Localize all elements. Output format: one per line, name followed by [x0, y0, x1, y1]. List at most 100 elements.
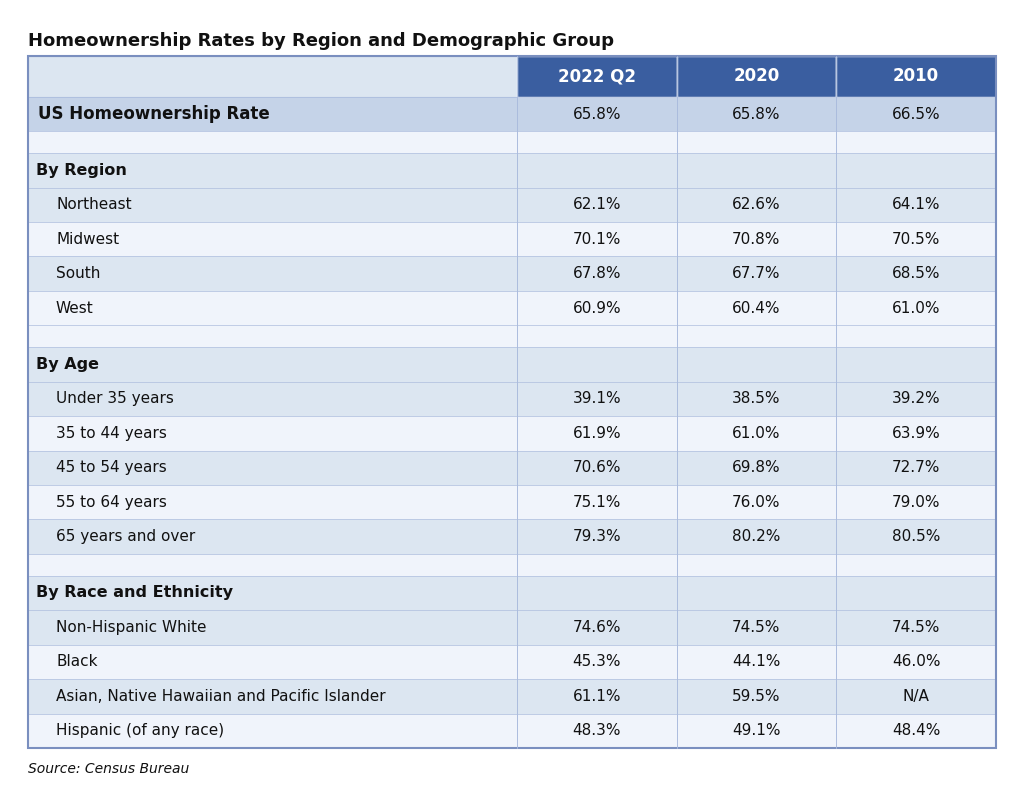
Text: South: South	[56, 266, 100, 281]
Text: 2010: 2010	[893, 68, 939, 86]
Bar	[28, 56, 517, 97]
Text: 39.2%: 39.2%	[892, 391, 940, 406]
Bar	[837, 610, 996, 645]
Bar	[837, 291, 996, 325]
Text: 35 to 44 years: 35 to 44 years	[56, 426, 167, 441]
Text: 2020: 2020	[733, 68, 779, 86]
Bar	[517, 56, 677, 97]
Text: By Age: By Age	[36, 357, 99, 372]
Text: 60.9%: 60.9%	[572, 301, 621, 316]
Text: 74.5%: 74.5%	[732, 620, 780, 635]
Text: 70.6%: 70.6%	[572, 461, 621, 476]
Bar	[28, 347, 517, 381]
Bar	[677, 97, 837, 131]
Bar	[517, 450, 677, 485]
Bar	[677, 679, 837, 714]
Bar	[517, 554, 677, 575]
Text: Under 35 years: Under 35 years	[56, 391, 174, 406]
Bar	[837, 416, 996, 450]
Text: 67.7%: 67.7%	[732, 266, 780, 281]
Text: 61.0%: 61.0%	[732, 426, 780, 441]
Bar	[517, 97, 677, 131]
Text: 70.5%: 70.5%	[892, 232, 940, 247]
Text: Black: Black	[56, 654, 97, 669]
Bar	[517, 153, 677, 188]
Text: 39.1%: 39.1%	[572, 391, 621, 406]
Bar	[28, 256, 517, 291]
Bar	[517, 222, 677, 256]
Bar	[28, 56, 996, 748]
Text: 80.5%: 80.5%	[892, 529, 940, 544]
Text: 75.1%: 75.1%	[572, 494, 621, 510]
Text: 74.6%: 74.6%	[572, 620, 621, 635]
Bar	[517, 381, 677, 416]
Bar	[837, 450, 996, 485]
Text: 80.2%: 80.2%	[732, 529, 780, 544]
Bar	[677, 153, 837, 188]
Bar	[28, 131, 517, 153]
Bar	[677, 520, 837, 554]
Bar	[677, 131, 837, 153]
Bar	[28, 679, 517, 714]
Text: 61.9%: 61.9%	[572, 426, 621, 441]
Text: 48.3%: 48.3%	[572, 723, 621, 738]
Text: 38.5%: 38.5%	[732, 391, 780, 406]
Bar	[837, 679, 996, 714]
Bar	[517, 416, 677, 450]
Text: 79.3%: 79.3%	[572, 529, 621, 544]
Bar	[517, 645, 677, 679]
Bar	[517, 188, 677, 222]
Text: 69.8%: 69.8%	[732, 461, 780, 476]
Text: Non-Hispanic White: Non-Hispanic White	[56, 620, 207, 635]
Bar	[28, 645, 517, 679]
Bar	[837, 131, 996, 153]
Bar	[517, 347, 677, 381]
Bar	[677, 188, 837, 222]
Text: Northeast: Northeast	[56, 197, 132, 212]
Bar	[28, 485, 517, 520]
Text: 59.5%: 59.5%	[732, 689, 780, 703]
Bar	[837, 381, 996, 416]
Bar	[517, 714, 677, 748]
Bar	[837, 554, 996, 575]
Bar	[517, 291, 677, 325]
Bar	[837, 256, 996, 291]
Text: 49.1%: 49.1%	[732, 723, 780, 738]
Bar	[837, 222, 996, 256]
Bar	[28, 520, 517, 554]
Bar	[677, 575, 837, 610]
Text: Source: Census Bureau: Source: Census Bureau	[28, 762, 189, 777]
Bar	[677, 610, 837, 645]
Text: US Homeownership Rate: US Homeownership Rate	[38, 105, 269, 123]
Bar	[677, 416, 837, 450]
Text: 45 to 54 years: 45 to 54 years	[56, 461, 167, 476]
Bar	[837, 325, 996, 347]
Bar	[28, 610, 517, 645]
Text: 61.1%: 61.1%	[572, 689, 621, 703]
Bar	[677, 714, 837, 748]
Bar	[677, 485, 837, 520]
Text: 2022 Q2: 2022 Q2	[558, 68, 636, 86]
Text: 46.0%: 46.0%	[892, 654, 940, 669]
Bar	[28, 554, 517, 575]
Bar	[677, 56, 837, 97]
Bar	[677, 325, 837, 347]
Bar	[517, 575, 677, 610]
Text: 65 years and over: 65 years and over	[56, 529, 196, 544]
Text: 45.3%: 45.3%	[572, 654, 621, 669]
Bar	[28, 291, 517, 325]
Bar	[837, 188, 996, 222]
Bar	[837, 714, 996, 748]
Bar	[28, 325, 517, 347]
Text: 68.5%: 68.5%	[892, 266, 940, 281]
Bar	[677, 256, 837, 291]
Text: 65.8%: 65.8%	[732, 107, 780, 122]
Text: 76.0%: 76.0%	[732, 494, 780, 510]
Text: 70.8%: 70.8%	[732, 232, 780, 247]
Text: 44.1%: 44.1%	[732, 654, 780, 669]
Bar	[837, 645, 996, 679]
Text: Homeownership Rates by Region and Demographic Group: Homeownership Rates by Region and Demogr…	[28, 31, 614, 50]
Text: 79.0%: 79.0%	[892, 494, 940, 510]
Text: West: West	[56, 301, 94, 316]
Bar	[28, 381, 517, 416]
